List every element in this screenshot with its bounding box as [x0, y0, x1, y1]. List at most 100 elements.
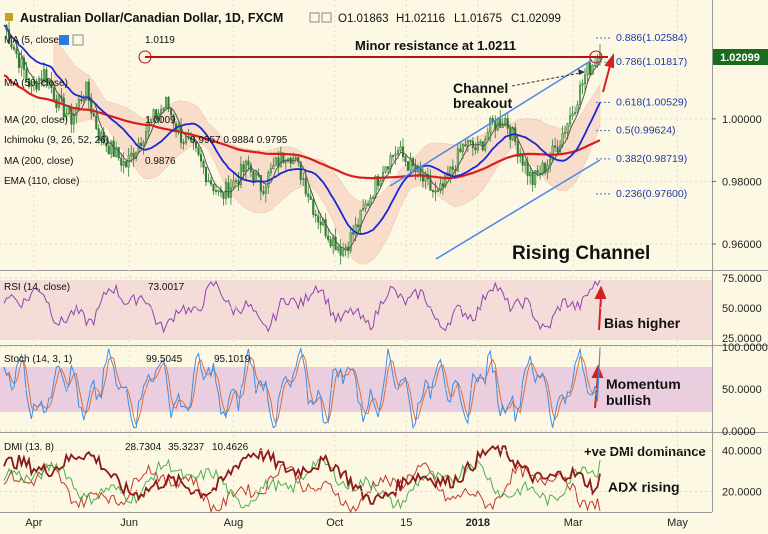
- candle-body: [212, 183, 215, 191]
- candle-body: [544, 162, 547, 173]
- candle-body: [77, 99, 80, 108]
- candle-body: [352, 232, 355, 235]
- chart-title: Australian Dollar/Canadian Dollar, 1D, F…: [20, 11, 283, 25]
- resistance-marker-right: [589, 50, 603, 64]
- candle-body: [105, 142, 108, 147]
- candle-body: [362, 208, 365, 211]
- candle-body: [593, 65, 597, 67]
- price-axis-label: 0.98000: [722, 176, 762, 188]
- candle-body: [456, 148, 459, 172]
- indicator-legend-value: 0.9876: [145, 156, 176, 167]
- indicator-legend-value: 0.9957 0.9884 0.9795: [190, 135, 288, 146]
- candle-body: [349, 232, 352, 251]
- breakout-pointer-head: [578, 69, 585, 75]
- candle-body: [239, 164, 242, 185]
- candle-body: [170, 108, 173, 116]
- indicator-legend-value: 1.0119: [145, 35, 175, 46]
- price-tag: [713, 49, 768, 65]
- fib-levels: 0.886(1.02584) 0.786(1.01817) 0.618(1.0052…: [596, 32, 687, 200]
- candle-body: [95, 115, 98, 130]
- candle-body: [486, 132, 489, 140]
- price-axis[interactable]: 1.00000 0.98000 0.96000: [712, 114, 762, 251]
- fib-label: 0.236(0.97600): [616, 188, 687, 200]
- candle-body: [20, 57, 23, 68]
- rsi-axis-label: 50.0000: [722, 303, 762, 315]
- visibility-toggle-icon[interactable]: [309, 12, 320, 23]
- candle-body: [529, 171, 532, 177]
- candle-body: [185, 136, 188, 144]
- candle-body: [563, 131, 567, 134]
- red-arrows: [591, 53, 614, 409]
- candle-body: [494, 121, 497, 131]
- candle-body: [195, 141, 198, 149]
- legend-icons[interactable]: [59, 34, 84, 46]
- fib-label: 0.382(0.98719): [616, 153, 687, 165]
- header-buttons[interactable]: [309, 12, 332, 23]
- candle-body: [65, 113, 68, 118]
- candle-body: [17, 53, 21, 68]
- fib-label: 0.886(1.02584): [616, 32, 687, 44]
- candle-body: [294, 157, 297, 159]
- stoch-k-line: [3, 346, 601, 430]
- candle-body: [299, 161, 302, 180]
- grid-lines: [0, 0, 712, 512]
- legend-settings-icon[interactable]: [72, 34, 84, 46]
- settings-icon[interactable]: [321, 12, 332, 23]
- candle-body: [45, 69, 48, 83]
- candle-body: [394, 153, 397, 156]
- candle-body: [262, 191, 265, 194]
- candle-body: [531, 171, 534, 185]
- candle-body: [72, 115, 75, 125]
- candle-body: [312, 199, 315, 215]
- eye-icon[interactable]: [59, 35, 69, 45]
- candle-body: [237, 180, 240, 185]
- time-axis[interactable]: Apr Jun Aug Oct 15 2018 Mar May: [25, 517, 688, 529]
- candle-body: [459, 148, 462, 152]
- candle-body: [92, 113, 95, 117]
- candle-body: [401, 146, 405, 158]
- symbol-marker: [5, 13, 13, 21]
- candle-body: [25, 69, 28, 79]
- open-value: O1.01863: [338, 13, 389, 25]
- dmi-legend: DMI (13, 8) 28.7304 35.3237 10.4626: [4, 442, 249, 453]
- rsi-axis-label: 75.0000: [722, 273, 762, 285]
- indicator-legend-name: Ichimoku (9, 26, 52, 26): [4, 135, 109, 146]
- time-axis-label: Aug: [224, 517, 244, 529]
- stoch-legend-name: Stoch (14, 3, 1): [4, 354, 72, 365]
- candle-body: [35, 81, 38, 90]
- candle-body: [282, 152, 285, 163]
- candle-body: [384, 166, 387, 173]
- candle-body: [62, 97, 65, 118]
- ma200-line: [3, 74, 601, 180]
- candle-body: [461, 144, 464, 152]
- time-axis-label: Jun: [120, 517, 138, 529]
- candle-body: [115, 147, 118, 157]
- candle-body: [327, 235, 330, 240]
- candle-body: [242, 164, 245, 173]
- candle-body: [204, 167, 207, 183]
- indicator-legend: MA (5, close) 1.0119 MA (50, close) MA (20,…: [4, 35, 288, 187]
- time-axis-label: 2018: [466, 517, 490, 529]
- momentum-label-2: bullish: [606, 392, 651, 408]
- stoch-axis-label: 100.0000: [722, 342, 768, 354]
- rsi-line: [3, 280, 601, 334]
- candle-body: [42, 69, 46, 81]
- candle-body: [85, 81, 88, 98]
- candle-body: [214, 190, 217, 192]
- candle-body: [332, 236, 335, 247]
- candle-body: [573, 112, 577, 114]
- candle-body: [162, 107, 165, 110]
- candle-body: [374, 176, 377, 198]
- candle-body: [536, 170, 539, 174]
- price-tag-value: 1.02099: [720, 52, 760, 64]
- candle-body: [319, 221, 322, 226]
- candle-body: [147, 122, 150, 132]
- candle-body: [302, 178, 305, 180]
- candle-body: [469, 140, 472, 142]
- candle-body: [284, 161, 287, 164]
- dmi-legend-name: DMI (13, 8): [4, 442, 54, 453]
- channel-breakout-label-1: Channel: [453, 80, 508, 96]
- candle-body: [209, 180, 212, 185]
